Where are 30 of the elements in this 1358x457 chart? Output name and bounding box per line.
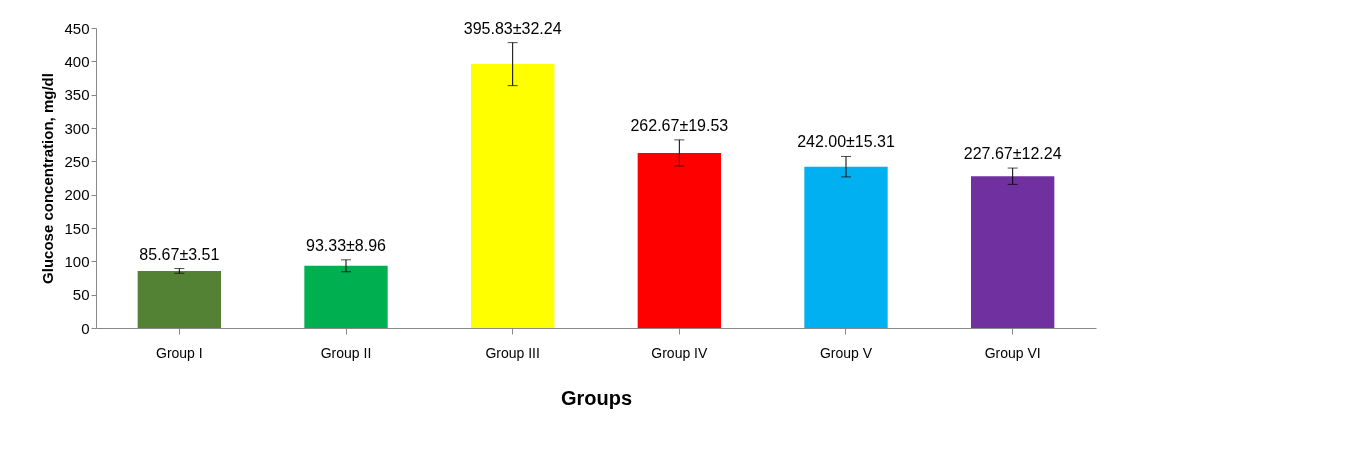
data-label: 242.00±15.31 (797, 133, 895, 151)
y-tick-label: 300 (64, 119, 90, 137)
x-tick-label: Group VI (984, 344, 1041, 361)
data-label: 227.67±12.24 (963, 145, 1062, 163)
y-axis-title: Glucose concentration, mg/dl (39, 73, 57, 284)
data-label: 395.83±32.24 (463, 19, 562, 37)
y-tick-label: 50 (72, 286, 90, 304)
x-tick-label: Group IV (651, 344, 709, 361)
bar (804, 166, 888, 328)
x-tick-label: Group III (485, 344, 540, 361)
x-axis-title: Groups (560, 386, 633, 409)
data-label: 85.67±3.51 (139, 245, 220, 263)
bar (137, 270, 221, 328)
x-tick-label: Group II (320, 344, 372, 361)
data-label: 93.33±8.96 (306, 236, 387, 254)
x-tick-label: Group V (819, 344, 873, 361)
y-tick-label: 450 (64, 19, 90, 37)
y-tick-label: 400 (64, 52, 90, 70)
bar (304, 265, 388, 328)
x-tick-label: Group I (155, 344, 203, 361)
y-tick-label: 350 (64, 86, 90, 104)
bar (971, 176, 1055, 328)
y-tick-label: 150 (64, 219, 90, 237)
y-tick-label: 250 (64, 152, 90, 170)
bar (471, 64, 555, 328)
y-tick-label: 200 (64, 186, 90, 204)
y-tick-label: 100 (64, 252, 90, 270)
bar (637, 152, 721, 328)
data-label: 262.67±19.53 (630, 116, 729, 134)
y-tick-label: 0 (81, 319, 90, 337)
